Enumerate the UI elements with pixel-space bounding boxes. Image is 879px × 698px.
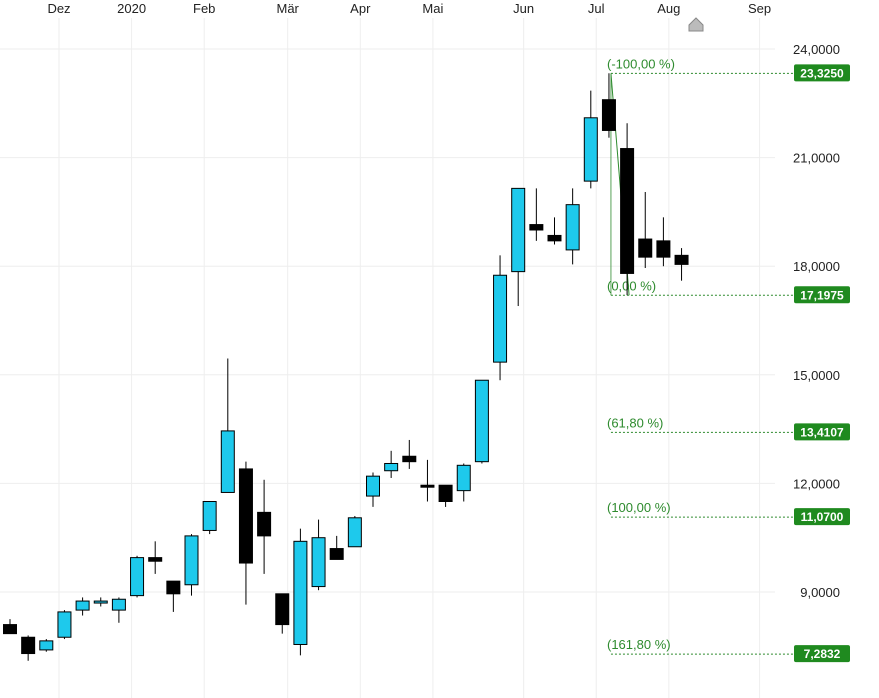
x-tick-label: Mai bbox=[422, 1, 443, 16]
y-axis: 24,0000 21,0000 18,0000 15,0000 12,0000 9,000… bbox=[793, 42, 840, 600]
fib-price-tag bbox=[794, 423, 850, 441]
y-tick-label: 24,0000 bbox=[793, 42, 840, 57]
candle-up bbox=[220, 430, 235, 493]
candle-up bbox=[366, 475, 380, 497]
candle-up bbox=[202, 501, 217, 531]
x-tick-label: Feb bbox=[193, 1, 215, 16]
candle-up bbox=[456, 464, 471, 492]
candle-down bbox=[257, 511, 272, 537]
candle-up bbox=[57, 611, 72, 638]
y-tick-label: 12,0000 bbox=[793, 476, 840, 491]
candles bbox=[3, 73, 689, 661]
x-tick-label: Jul bbox=[588, 1, 605, 16]
candle-down bbox=[148, 557, 163, 562]
x-axis: Dez 2020 Feb Mär Apr Mai Jun Jul Aug Sep bbox=[47, 1, 771, 16]
fib-price-tag-label: 11,0700 bbox=[801, 510, 844, 524]
candle-down bbox=[438, 484, 453, 502]
candle-up bbox=[583, 117, 598, 182]
candle-down bbox=[420, 484, 435, 488]
candle-up bbox=[565, 204, 580, 251]
candle-down bbox=[3, 624, 17, 635]
y-tick-label: 9,0000 bbox=[800, 585, 840, 600]
fib-price-tag bbox=[794, 645, 850, 663]
candle-up bbox=[111, 598, 126, 611]
candle-up bbox=[93, 600, 108, 604]
x-tick-label: 2020 bbox=[117, 1, 146, 16]
candle-up bbox=[130, 557, 145, 597]
candle-up bbox=[347, 517, 362, 548]
candle-down bbox=[329, 548, 344, 560]
fib-level-label: (100,00 %) bbox=[607, 500, 671, 515]
scroll-marker-icon[interactable] bbox=[688, 17, 704, 32]
grid-lines bbox=[0, 18, 775, 698]
x-tick-label: Dez bbox=[47, 1, 70, 16]
y-tick-label: 21,0000 bbox=[793, 151, 840, 166]
candle-up bbox=[311, 537, 326, 588]
fib-price-tag-label: 13,4107 bbox=[800, 425, 844, 439]
y-tick-label: 15,0000 bbox=[793, 368, 840, 383]
fib-price-tag bbox=[794, 286, 850, 304]
candle-up bbox=[511, 187, 526, 273]
candle-down bbox=[166, 580, 181, 595]
candle-up bbox=[184, 535, 199, 586]
candle-up bbox=[75, 600, 90, 611]
candle-down bbox=[402, 455, 417, 463]
candle-down bbox=[275, 593, 290, 626]
x-tick-label: Sep bbox=[748, 1, 771, 16]
x-tick-label: Mär bbox=[276, 1, 299, 16]
x-tick-label: Apr bbox=[350, 1, 371, 16]
candle-up bbox=[293, 540, 308, 645]
candle-up bbox=[493, 274, 508, 363]
candle-down bbox=[547, 234, 562, 242]
candle-up bbox=[39, 640, 54, 651]
fib-price-tag bbox=[794, 508, 850, 526]
candle-up bbox=[384, 462, 399, 472]
candle-down bbox=[601, 99, 616, 131]
candle-down bbox=[638, 238, 653, 258]
candle-down bbox=[620, 148, 635, 274]
fibonacci-levels: (-100,00 %) 23,3250 (0,00 %) 17,1975 (61,80 … bbox=[607, 56, 850, 663]
fib-price-tag-label: 17,1975 bbox=[800, 288, 844, 302]
fib-price-tag bbox=[794, 64, 850, 82]
fib-level-label: (161,80 %) bbox=[607, 637, 671, 652]
candle-down bbox=[656, 240, 671, 258]
fib-price-tag-label: 7,2832 bbox=[804, 647, 841, 661]
candle-up bbox=[474, 379, 489, 463]
candle-down bbox=[238, 468, 253, 564]
x-tick-label: Jun bbox=[513, 1, 534, 16]
fib-level-label: (61,80 %) bbox=[607, 415, 663, 430]
fib-price-tag-label: 23,3250 bbox=[800, 66, 844, 80]
x-tick-label: Aug bbox=[657, 1, 680, 16]
y-tick-label: 18,0000 bbox=[793, 259, 840, 274]
fib-level-label: (0,00 %) bbox=[607, 278, 656, 293]
candle-down bbox=[21, 636, 36, 655]
candle-down bbox=[674, 254, 689, 265]
fib-level-label: (-100,00 %) bbox=[607, 56, 675, 71]
candle-down bbox=[529, 224, 544, 231]
